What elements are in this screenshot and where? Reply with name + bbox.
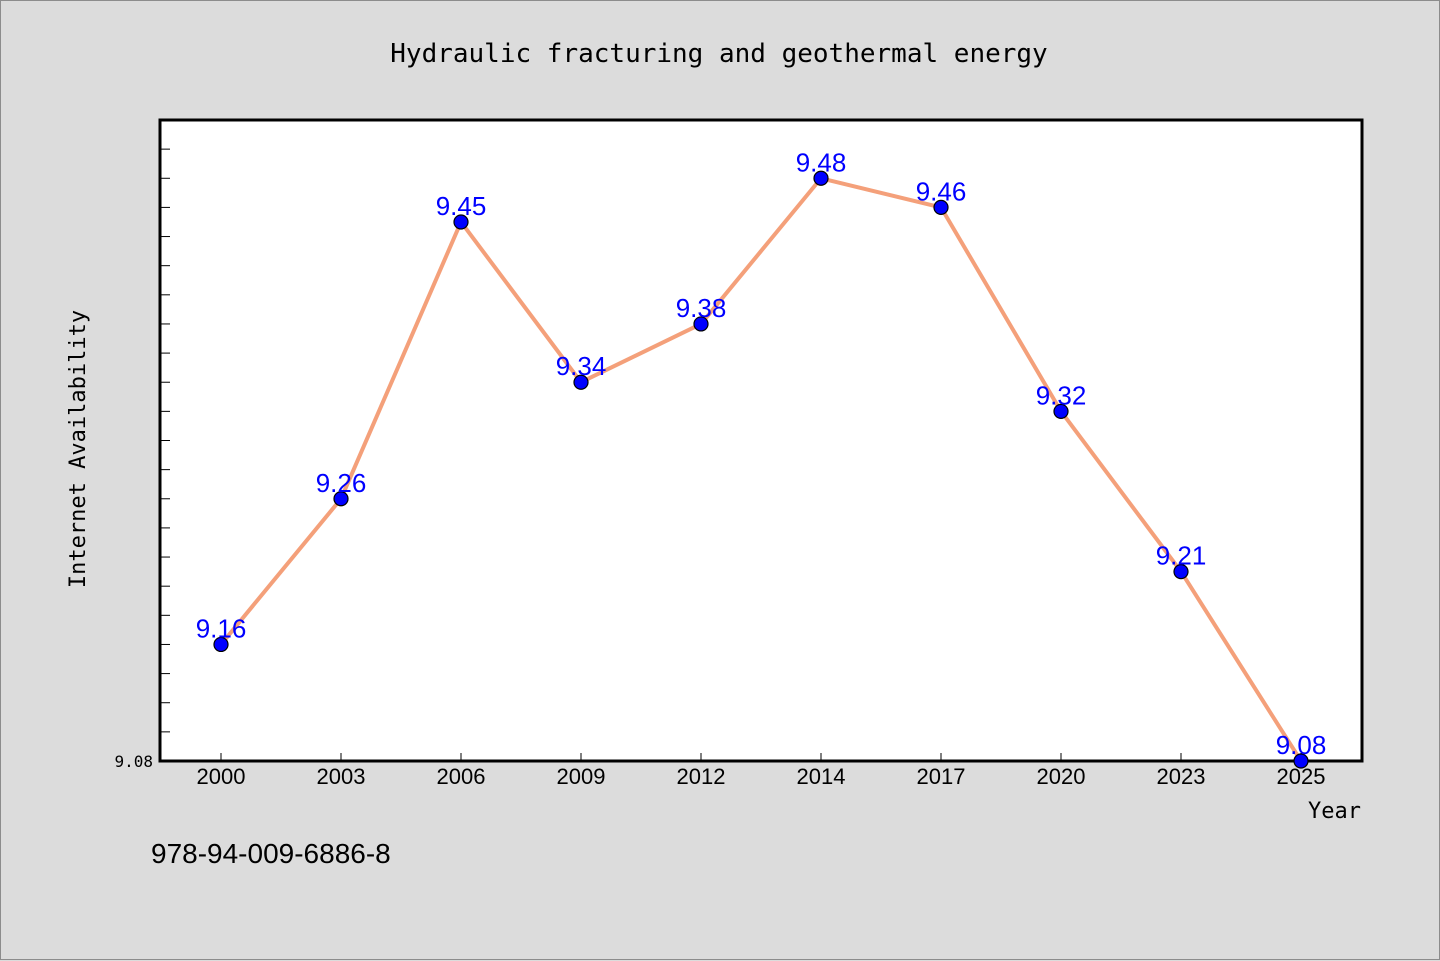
y-tick-label: 9.08 (114, 752, 153, 771)
data-label: 9.34 (556, 351, 607, 381)
x-tick-label: 2006 (437, 764, 486, 789)
data-point (573, 374, 589, 390)
series-line (219, 176, 1303, 763)
x-tick-label: 2020 (1037, 764, 1086, 789)
x-tick-label: 2014 (797, 764, 846, 789)
chart-title: Hydraulic fracturing and geothermal ener… (390, 39, 1047, 69)
y-axis-ticks (160, 148, 170, 762)
x-tick-label: 2000 (197, 764, 246, 789)
x-tick-label: 2017 (917, 764, 966, 789)
data-point (333, 491, 349, 507)
data-point (213, 636, 229, 653)
y-axis-label: Internet Availability (66, 310, 91, 588)
data-label: 9.48 (796, 147, 847, 177)
data-label: 9.21 (1156, 541, 1207, 571)
data-point (813, 170, 829, 186)
data-label: 9.26 (316, 468, 367, 498)
data-label: 9.45 (436, 191, 487, 221)
x-axis-label: Year (1308, 799, 1361, 824)
x-tick-label: 2023 (1157, 764, 1206, 789)
isbn-annotation: 978-94-009-6886-8 (151, 838, 391, 869)
plot-area (158, 118, 1364, 763)
data-point (1173, 564, 1189, 580)
data-point (1053, 403, 1069, 419)
data-markers (213, 170, 1309, 769)
data-label: 9.32 (1036, 380, 1087, 410)
data-label: 9.16 (196, 613, 247, 643)
data-label: 9.46 (916, 176, 967, 206)
data-label: 9.38 (676, 293, 727, 323)
data-point (693, 316, 709, 332)
x-tick-label: 2003 (317, 764, 366, 789)
x-tick-label: 2012 (677, 764, 726, 789)
data-label: 9.08 (1276, 730, 1327, 760)
data-point (1293, 753, 1309, 769)
data-point (453, 214, 469, 230)
x-tick-label: 2009 (557, 764, 606, 789)
data-labels: 9.16 9.26 9.45 9.34 9.38 9.48 9.46 9.32 9.21 9.08 (196, 147, 1327, 760)
data-point (933, 199, 949, 216)
